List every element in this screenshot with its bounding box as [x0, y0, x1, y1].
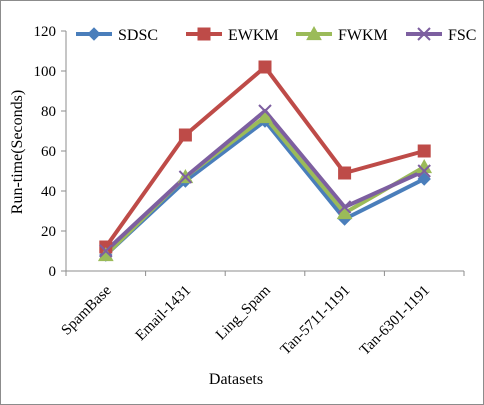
legend-marker-fwkm	[306, 25, 322, 41]
legend-marker-ewkm	[197, 27, 211, 41]
data-point-ewkm	[338, 166, 352, 180]
x-tick-label: SpamBase	[59, 282, 115, 338]
data-point-fsc	[178, 170, 193, 184]
data-point-ewkm	[178, 128, 192, 142]
data-point-ewkm	[258, 60, 272, 74]
legend-label-fsc: FSC	[448, 27, 476, 44]
y-tick-label: 100	[34, 64, 57, 80]
x-tick-label: Tan-6301-1191	[357, 283, 433, 359]
data-point-sdsc	[417, 172, 431, 186]
series-line-sdsc	[104, 119, 426, 257]
y-tick-label: 40	[41, 184, 56, 200]
series-line-ewkm	[104, 65, 425, 249]
data-point-fsc	[337, 200, 352, 214]
series-line-fwkm	[104, 115, 426, 257]
x-tick-label: Ling_Spam	[213, 282, 274, 343]
data-point-fwkm	[257, 108, 273, 124]
x-axis-title: Datasets	[209, 371, 263, 388]
data-point-fsc	[258, 104, 272, 118]
legend-label-ewkm: EWKM	[228, 27, 279, 44]
data-point-ewkm	[417, 144, 431, 158]
legend-label-sdsc: SDSC	[118, 27, 158, 44]
y-axis-title: Run-time(Seconds)	[9, 90, 26, 214]
y-tick-label: 0	[49, 264, 57, 280]
y-tick-label: 120	[34, 24, 57, 40]
legend-marker-fsc	[417, 27, 431, 41]
legend-label-fwkm: FWKM	[338, 27, 388, 44]
data-point-fwkm	[336, 204, 353, 220]
y-tick-label: 20	[41, 224, 56, 240]
data-point-fsc	[99, 244, 113, 258]
y-tick-label: 60	[41, 144, 56, 160]
data-point-fsc	[417, 164, 431, 178]
y-tick-label: 80	[41, 104, 56, 120]
x-tick-label: Email-1431	[133, 283, 194, 344]
x-tick-label: Tan-5711-1191	[278, 283, 354, 359]
legend-marker-sdsc	[87, 27, 101, 41]
